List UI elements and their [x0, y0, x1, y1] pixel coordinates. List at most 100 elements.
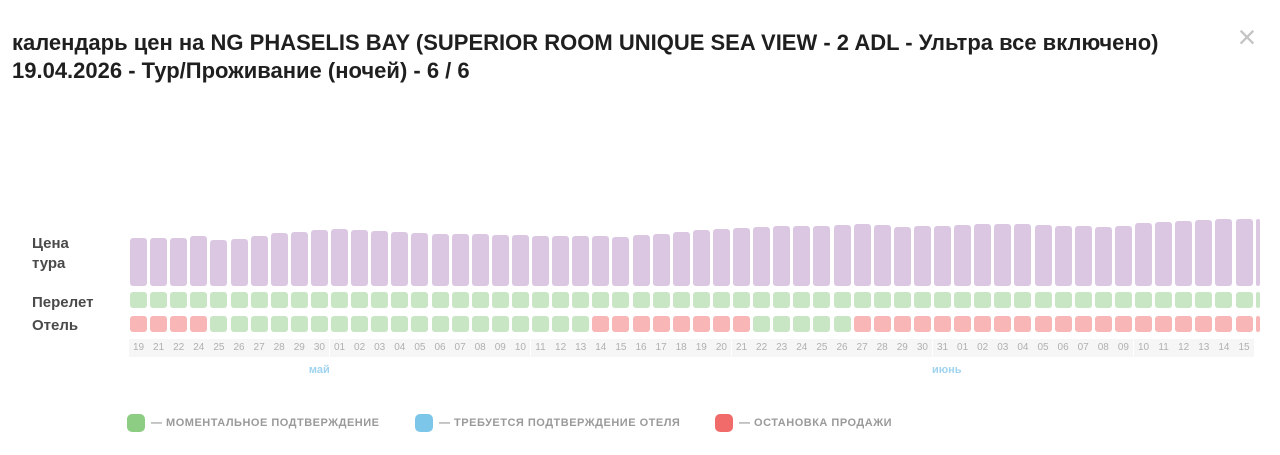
- price-bar[interactable]: [1135, 223, 1152, 286]
- flight-cell[interactable]: [873, 292, 891, 308]
- hotel-cell[interactable]: [511, 316, 529, 332]
- flight-cell[interactable]: [712, 292, 730, 308]
- flight-cell[interactable]: [833, 292, 851, 308]
- hotel-cell[interactable]: [1235, 316, 1253, 332]
- hotel-cell[interactable]: [1054, 316, 1072, 332]
- hotel-cell[interactable]: [974, 316, 992, 332]
- flight-cell[interactable]: [853, 292, 871, 308]
- price-bar[interactable]: [310, 230, 328, 286]
- price-bar[interactable]: [974, 224, 992, 286]
- price-bar[interactable]: [1114, 226, 1132, 286]
- hotel-cell[interactable]: [230, 316, 248, 332]
- flight-cell[interactable]: [954, 292, 972, 308]
- flight-cell[interactable]: [451, 292, 469, 308]
- price-bar[interactable]: [733, 228, 750, 286]
- price-bar[interactable]: [532, 236, 549, 286]
- hotel-cell[interactable]: [351, 316, 369, 332]
- hotel-cell[interactable]: [552, 316, 570, 332]
- hotel-cell[interactable]: [150, 316, 168, 332]
- price-bar[interactable]: [1215, 219, 1233, 286]
- flight-cell[interactable]: [893, 292, 911, 308]
- price-bar[interactable]: [411, 233, 429, 286]
- hotel-cell[interactable]: [491, 316, 509, 332]
- flight-cell[interactable]: [773, 292, 791, 308]
- price-bar[interactable]: [170, 238, 188, 286]
- hotel-cell[interactable]: [652, 316, 670, 332]
- hotel-cell[interactable]: [813, 316, 831, 332]
- flight-cell[interactable]: [934, 292, 951, 308]
- hotel-cell[interactable]: [632, 316, 650, 332]
- hotel-cell[interactable]: [893, 316, 911, 332]
- price-bar[interactable]: [1195, 220, 1213, 286]
- hotel-cell[interactable]: [733, 316, 750, 332]
- hotel-cell[interactable]: [1215, 316, 1233, 332]
- hotel-cell[interactable]: [954, 316, 972, 332]
- hotel-cell[interactable]: [1034, 316, 1052, 332]
- hotel-cell[interactable]: [411, 316, 429, 332]
- flight-cell[interactable]: [793, 292, 811, 308]
- hotel-cell[interactable]: [712, 316, 730, 332]
- price-bar[interactable]: [572, 236, 590, 286]
- price-bar[interactable]: [954, 225, 972, 286]
- flight-cell[interactable]: [351, 292, 369, 308]
- flight-cell[interactable]: [371, 292, 389, 308]
- flight-cell[interactable]: [331, 292, 348, 308]
- price-bar[interactable]: [471, 234, 489, 286]
- hotel-cell[interactable]: [773, 316, 791, 332]
- price-bar[interactable]: [130, 238, 147, 286]
- flight-cell[interactable]: [1195, 292, 1213, 308]
- flight-cell[interactable]: [974, 292, 992, 308]
- flight-cell[interactable]: [592, 292, 610, 308]
- price-bar[interactable]: [331, 229, 348, 286]
- price-bar[interactable]: [1155, 222, 1173, 286]
- hotel-cell[interactable]: [1155, 316, 1173, 332]
- price-bar[interactable]: [210, 240, 228, 286]
- price-bar[interactable]: [190, 236, 208, 286]
- flight-cell[interactable]: [552, 292, 570, 308]
- hotel-cell[interactable]: [451, 316, 469, 332]
- flight-cell[interactable]: [1215, 292, 1233, 308]
- hotel-cell[interactable]: [431, 316, 449, 332]
- hotel-cell[interactable]: [331, 316, 348, 332]
- price-bar[interactable]: [1074, 226, 1092, 286]
- price-bar[interactable]: [813, 226, 831, 286]
- hotel-cell[interactable]: [391, 316, 409, 332]
- flight-cell[interactable]: [1235, 292, 1253, 308]
- flight-cell[interactable]: [994, 292, 1012, 308]
- flight-cell[interactable]: [150, 292, 168, 308]
- price-bar[interactable]: [712, 229, 730, 286]
- hotel-cell[interactable]: [532, 316, 549, 332]
- price-bar[interactable]: [270, 233, 288, 286]
- flight-cell[interactable]: [230, 292, 248, 308]
- hotel-cell[interactable]: [1094, 316, 1112, 332]
- hotel-cell[interactable]: [612, 316, 630, 332]
- hotel-cell[interactable]: [994, 316, 1012, 332]
- flight-cell[interactable]: [692, 292, 710, 308]
- price-bar[interactable]: [873, 225, 891, 286]
- price-bar[interactable]: [230, 239, 248, 286]
- hotel-cell[interactable]: [592, 316, 610, 332]
- flight-cell[interactable]: [1114, 292, 1132, 308]
- price-bar[interactable]: [250, 236, 268, 286]
- flight-cell[interactable]: [471, 292, 489, 308]
- price-bar[interactable]: [511, 235, 529, 286]
- flight-cell[interactable]: [310, 292, 328, 308]
- price-bar[interactable]: [290, 232, 308, 286]
- price-bar[interactable]: [552, 236, 570, 286]
- flight-cell[interactable]: [1014, 292, 1032, 308]
- hotel-cell[interactable]: [692, 316, 710, 332]
- price-bar[interactable]: [391, 232, 409, 286]
- price-bar[interactable]: [1175, 221, 1193, 286]
- flight-cell[interactable]: [511, 292, 529, 308]
- price-bar[interactable]: [1034, 225, 1052, 286]
- flight-cell[interactable]: [210, 292, 228, 308]
- flight-cell[interactable]: [1155, 292, 1173, 308]
- flight-cell[interactable]: [130, 292, 147, 308]
- flight-cell[interactable]: [290, 292, 308, 308]
- flight-cell[interactable]: [733, 292, 750, 308]
- price-bar[interactable]: [451, 234, 469, 286]
- flight-cell[interactable]: [270, 292, 288, 308]
- hotel-cell[interactable]: [170, 316, 188, 332]
- flight-cell[interactable]: [1054, 292, 1072, 308]
- price-bar[interactable]: [1235, 219, 1253, 286]
